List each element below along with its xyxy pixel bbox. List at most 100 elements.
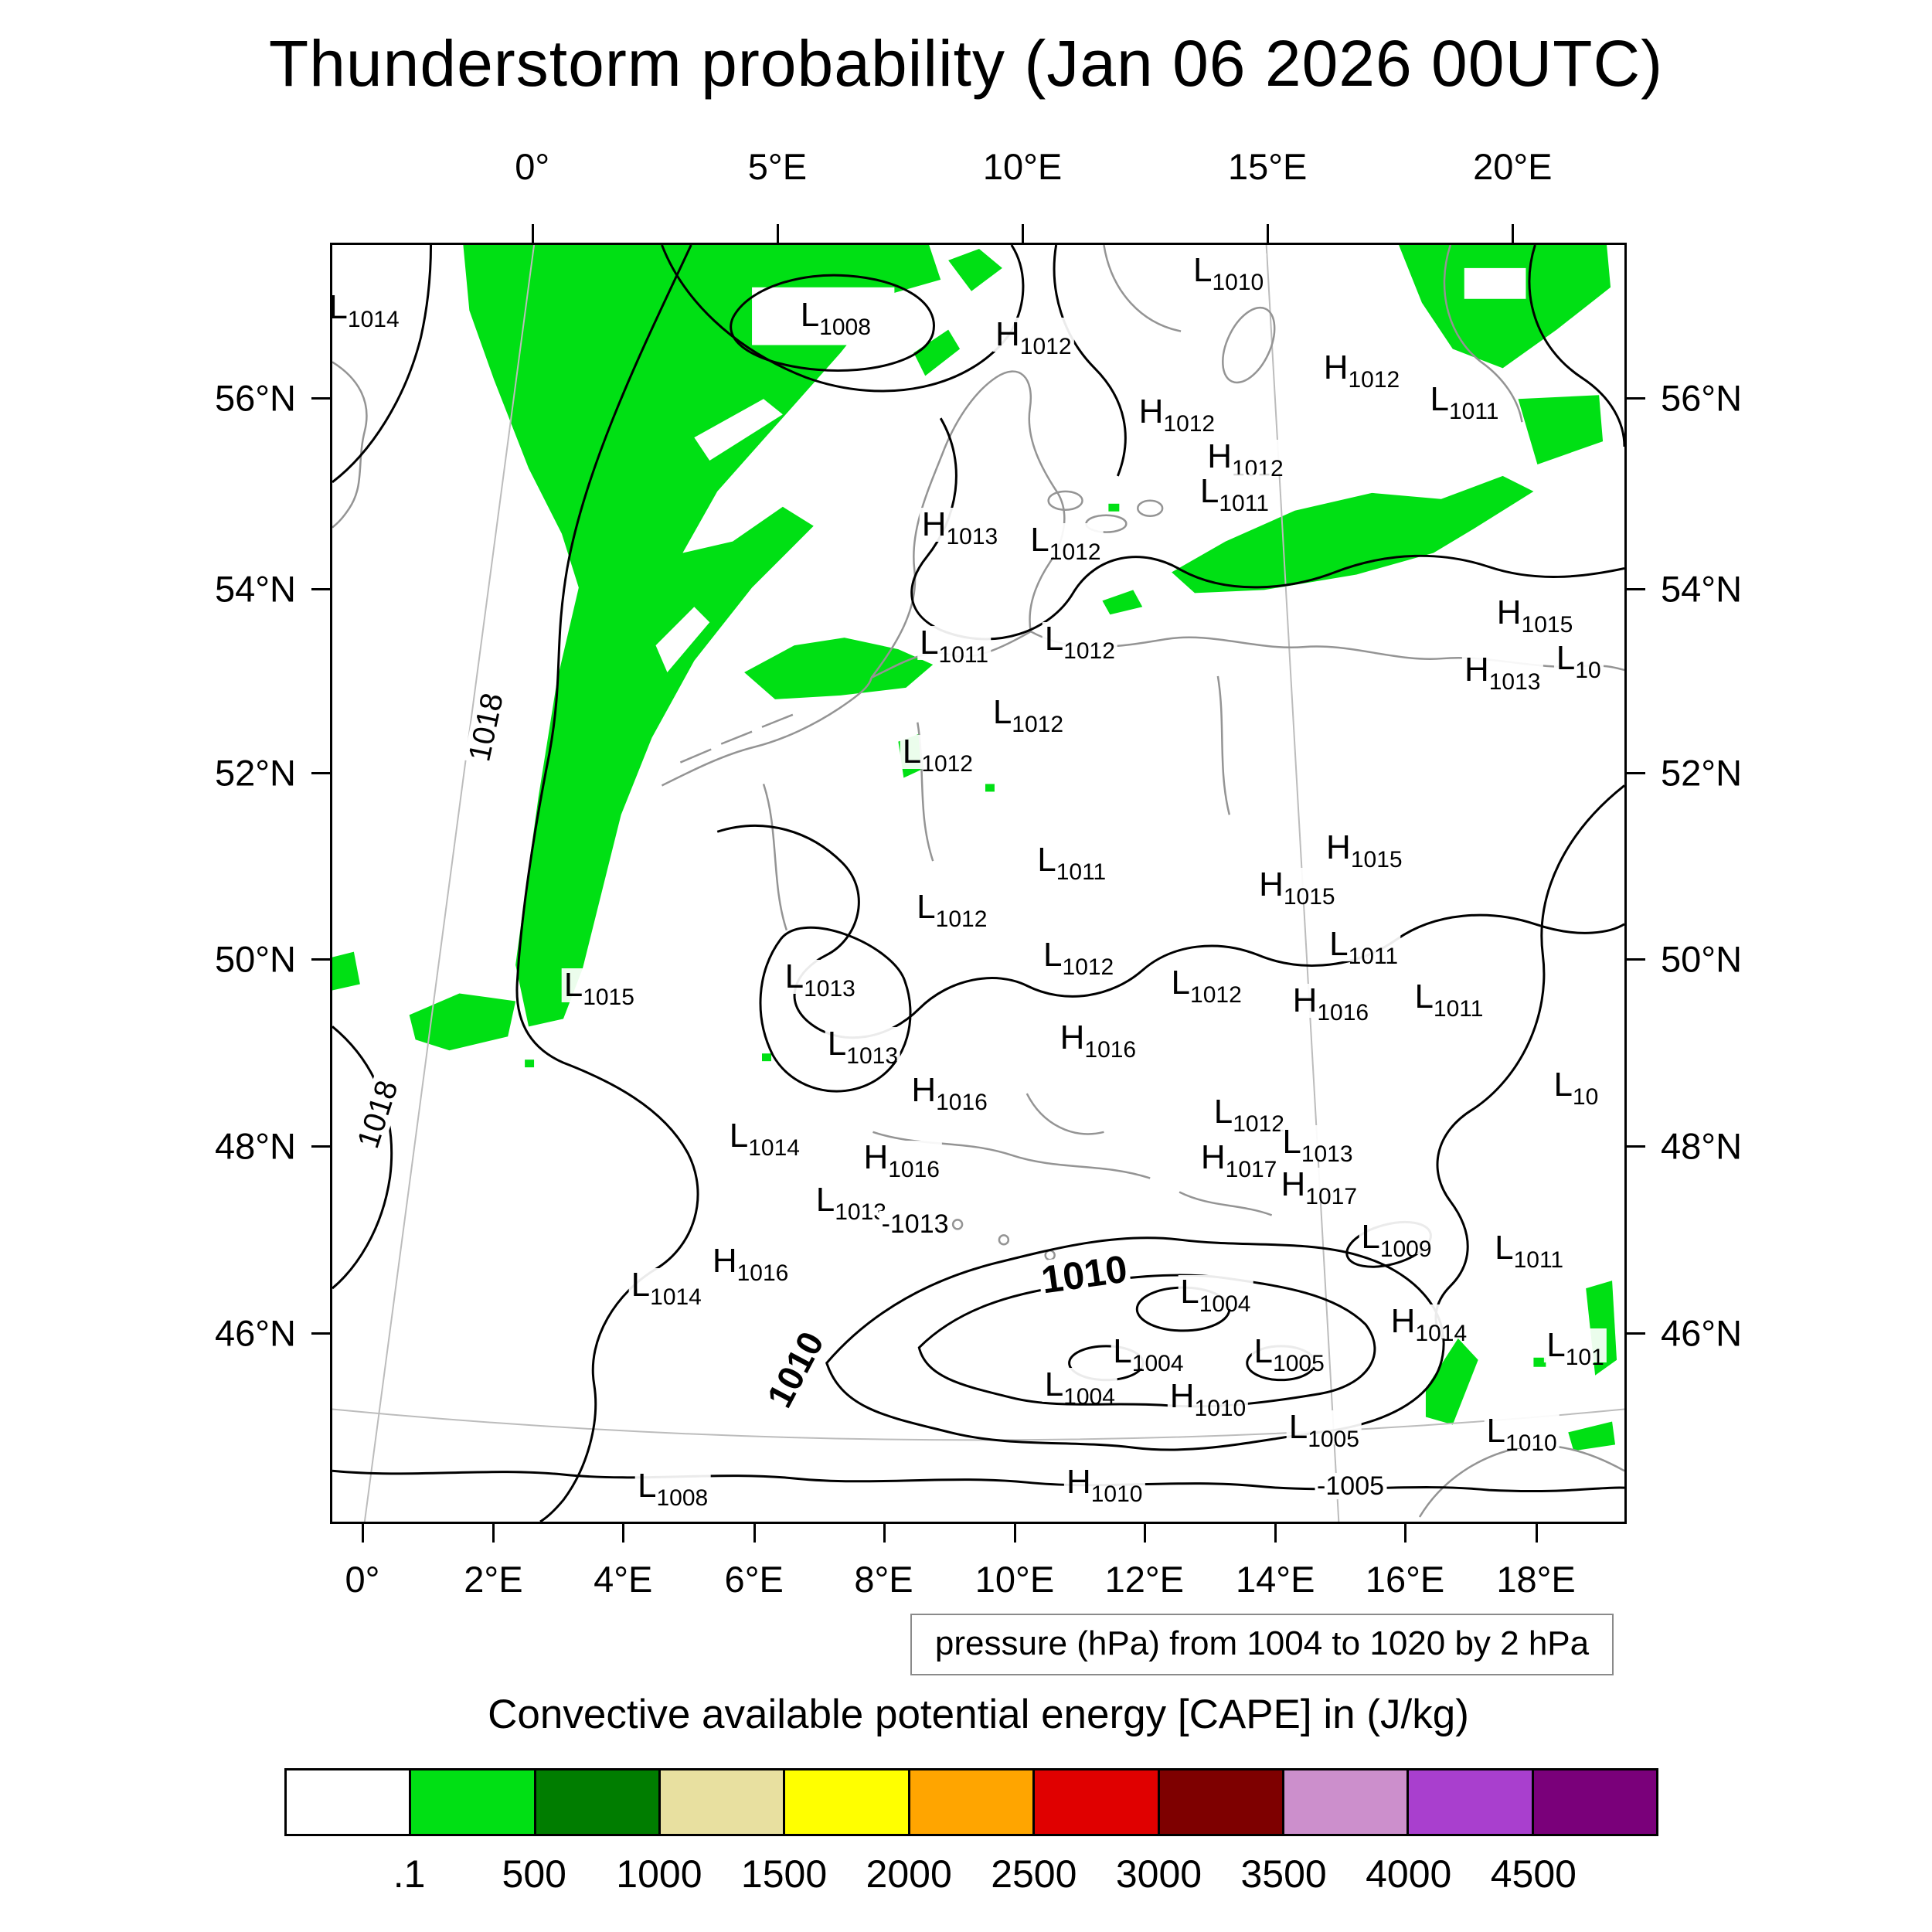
pressure-value: 1016 xyxy=(1317,999,1369,1026)
pressure-value: 1017 xyxy=(1225,1157,1277,1183)
tick-mark xyxy=(531,224,534,243)
pressure-value: 1012 xyxy=(1190,981,1242,1008)
pressure-value: 1013 xyxy=(846,1043,899,1070)
pressure-center-h-1015: H1015 xyxy=(1257,867,1338,908)
pressure-center-h-1016: H1016 xyxy=(1290,981,1372,1024)
pressure-center-l-1011: L1011 xyxy=(917,624,992,667)
pressure-value: 10 xyxy=(1575,658,1601,684)
colorbar-tick-label: 4500 xyxy=(1490,1852,1577,1896)
pressure-value: 1015 xyxy=(583,985,634,1011)
axis-left-latitude: 56°N 54°N 52°N 50°N 48°N 46°N xyxy=(138,243,330,1524)
pressure-centers-layer: L1014 L1008 H1012 L1010 H1012 H1012 L1011 H1012… xyxy=(332,245,1624,1522)
axis-label: 20°E xyxy=(1473,146,1553,187)
pressure-letter: L xyxy=(1329,925,1349,964)
pressure-letter: H xyxy=(1326,828,1351,866)
pressure-letter: L xyxy=(1486,1411,1506,1450)
colorbar-tick-label: 500 xyxy=(502,1852,566,1896)
pressure-value: 1014 xyxy=(650,1284,702,1311)
tick-mark xyxy=(1274,1524,1277,1543)
tick-mark xyxy=(311,587,330,590)
axis-label: 0° xyxy=(345,1559,380,1600)
axis-label: 50°N xyxy=(1661,938,1743,980)
pressure-letter: H xyxy=(921,505,947,543)
pressure-center-h-1012: H1012 xyxy=(993,315,1074,358)
pressure-letter: L xyxy=(1546,1326,1566,1365)
pressure-center-h-1010: H1010 xyxy=(1063,1464,1145,1505)
cape-legend-title: Convective available potential energy [C… xyxy=(488,1692,1469,1737)
pressure-letter: H xyxy=(911,1070,937,1109)
pressure-letter: L xyxy=(1180,1272,1199,1311)
colorbar-cell-2 xyxy=(536,1770,662,1834)
pressure-center-l-101: L101 xyxy=(1544,1326,1607,1369)
pressure-center-l-1014: L1014 xyxy=(726,1119,802,1160)
pressure-center-l-1012: L1012 xyxy=(1041,935,1117,978)
pressure-center-h-1015: H1015 xyxy=(1324,828,1405,871)
pressure-letter: L xyxy=(784,957,804,995)
colorbar-cell-10 xyxy=(1533,1770,1656,1834)
pressure-letter: L xyxy=(1553,1066,1573,1104)
axis-label: 54°N xyxy=(214,568,296,610)
axis-label: 5°E xyxy=(747,146,808,187)
pressure-letter: H xyxy=(1169,1377,1195,1416)
axis-label: 2°E xyxy=(464,1559,523,1600)
tick-mark xyxy=(311,396,330,400)
pressure-value: 1016 xyxy=(888,1157,940,1183)
pressure-letter: L xyxy=(1192,251,1213,290)
axis-label: 46°N xyxy=(214,1312,296,1354)
pressure-letter: H xyxy=(1292,981,1318,1019)
pressure-center-l-1012: L1012 xyxy=(990,695,1066,736)
pressure-value: 1011 xyxy=(938,642,989,668)
pressure-value: 1013 xyxy=(946,523,998,549)
pressure-value: 1010 xyxy=(1194,1396,1247,1422)
tick-mark xyxy=(492,1524,495,1543)
tick-mark xyxy=(622,1524,625,1543)
pressure-letter: L xyxy=(1288,1407,1308,1446)
pressure-letter: L xyxy=(917,888,936,927)
pressure-center-h-1016: H1016 xyxy=(1057,1020,1139,1061)
pressure-letter: H xyxy=(1496,593,1522,631)
pressure-letter: H xyxy=(1200,1138,1226,1177)
pressure-center-l-1014: L1014 xyxy=(628,1268,704,1309)
pressure-letter: L xyxy=(1043,935,1063,974)
pressure-value: 1013 xyxy=(1301,1141,1353,1168)
pressure-letter: L xyxy=(1556,639,1576,678)
contour-value-label: 1018 xyxy=(351,1074,404,1155)
tick-mark xyxy=(311,1332,330,1335)
pressure-letter: H xyxy=(863,1138,889,1177)
pressure-value: 101 xyxy=(1565,1345,1604,1371)
axis-label: 10°E xyxy=(982,146,1063,187)
tick-mark xyxy=(311,957,330,961)
pressure-center-l-1015: L1015 xyxy=(561,968,637,1009)
pressure-letter: H xyxy=(1138,393,1164,431)
axis-label: 16°E xyxy=(1365,1559,1445,1600)
pressure-letter: L xyxy=(1282,1123,1301,1162)
tick-mark xyxy=(1627,396,1645,400)
axis-label: 56°N xyxy=(1661,377,1743,419)
pressure-center-l-1012: L1012 xyxy=(914,888,990,931)
pressure-center-l-1012: L1012 xyxy=(1028,520,1104,563)
pressure-center-h-1012: H1012 xyxy=(1136,393,1218,436)
pressure-value: 1012 xyxy=(1163,411,1216,437)
pressure-letter: L xyxy=(1414,978,1434,1016)
pressure-letter: L xyxy=(920,624,939,662)
pressure-value: 1012 xyxy=(1233,1111,1284,1137)
pressure-letter: L xyxy=(815,1180,835,1219)
axis-label: 10°E xyxy=(975,1559,1055,1600)
contour-value-label: 1010 xyxy=(1036,1247,1132,1301)
tick-mark xyxy=(1627,1332,1645,1335)
pressure-letter: L xyxy=(1030,520,1049,559)
pressure-center-h-1017: H1017 xyxy=(1278,1167,1360,1208)
pressure-letter: L xyxy=(1044,620,1064,658)
pressure-center-l-1013: L1013 xyxy=(782,957,858,1000)
cape-colorbar xyxy=(284,1768,1658,1836)
pressure-value: 1012 xyxy=(1063,638,1115,665)
pressure-value: 1017 xyxy=(1305,1183,1358,1209)
pressure-center-l-1013: L1013 xyxy=(1280,1123,1355,1166)
pressure-letter: H xyxy=(995,315,1020,353)
axis-label: 48°N xyxy=(1661,1125,1743,1167)
tick-mark xyxy=(361,1524,364,1543)
colorbar-tick-label: 2500 xyxy=(991,1852,1077,1896)
pressure-value: 1013 xyxy=(1488,669,1541,696)
pressure-letter: L xyxy=(827,1025,847,1063)
pressure-value: 1012 xyxy=(1019,333,1072,359)
